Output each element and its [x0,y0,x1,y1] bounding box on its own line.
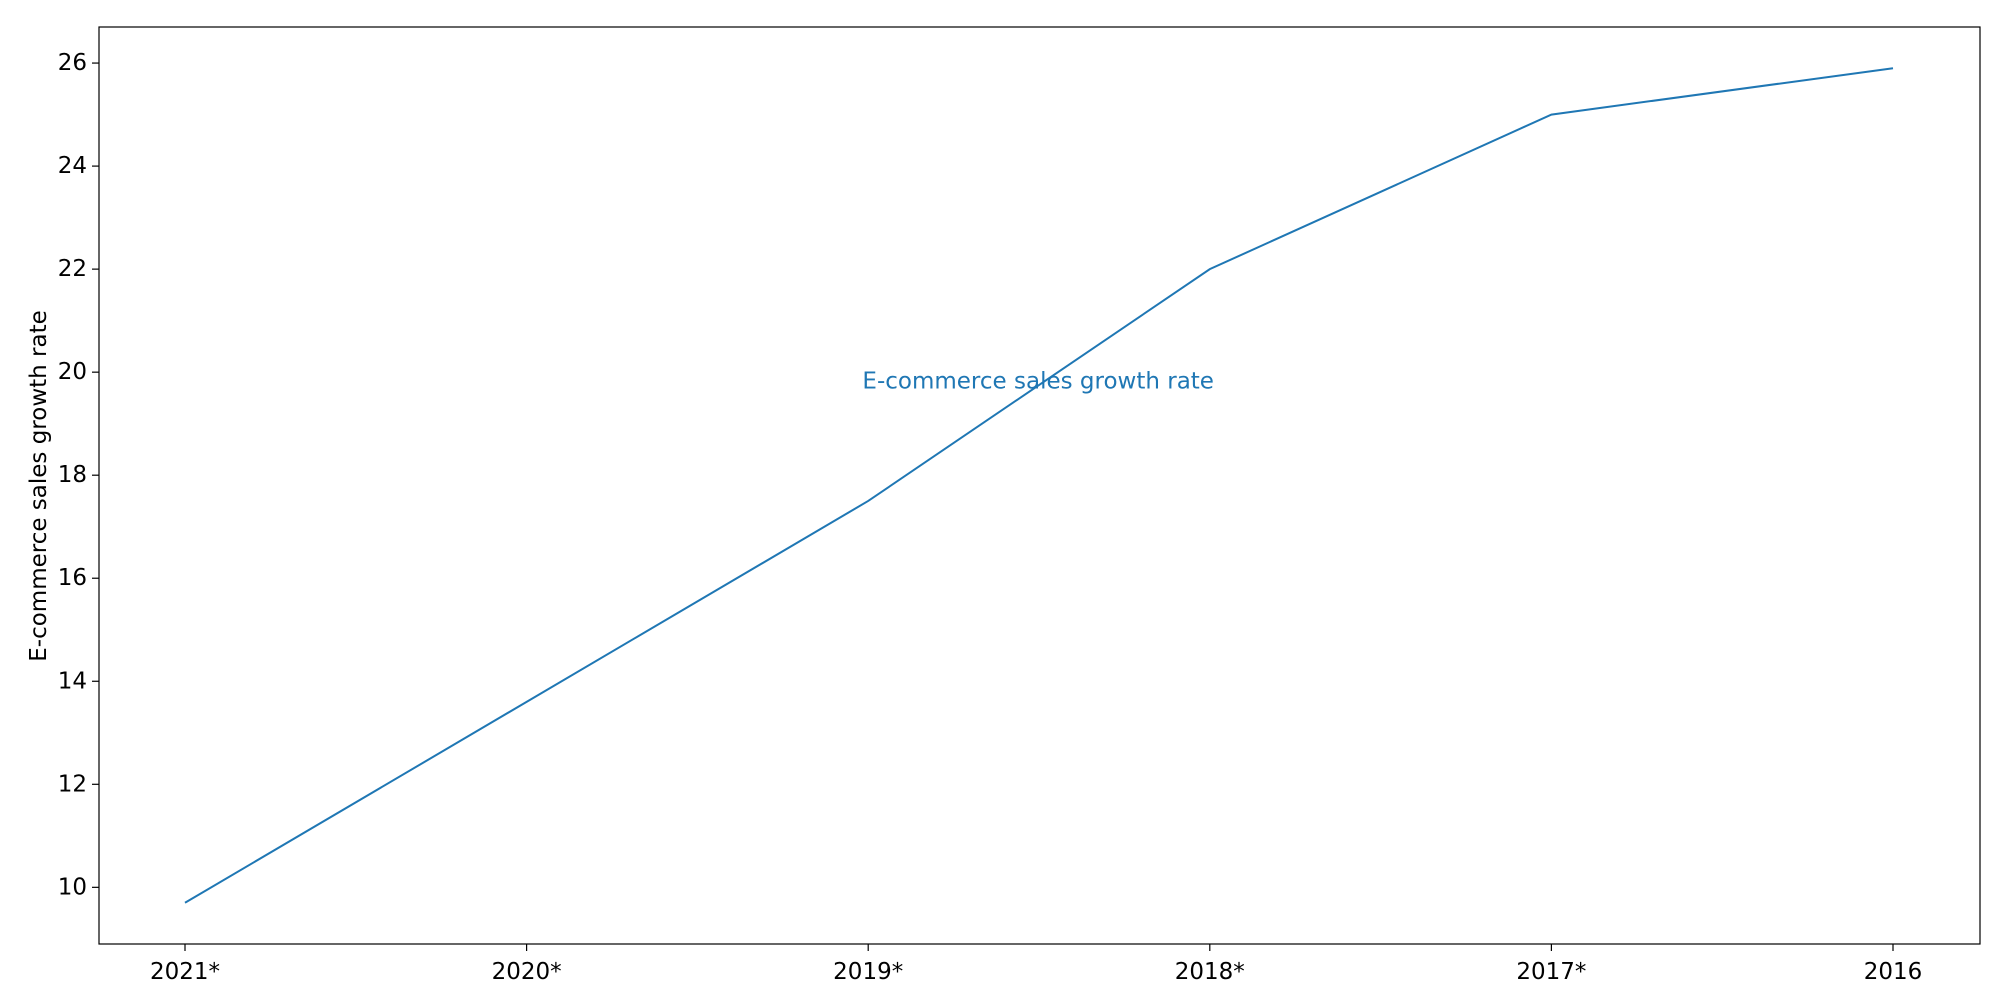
series-line [184,67,1894,904]
series-annotation: E-commerce sales growth rate [862,369,1214,395]
y-tick-label: 12 [58,771,87,797]
y-axis-label: E-commerce sales growth rate [26,310,52,662]
plot-area [98,26,1981,945]
x-tick-label: 2019* [833,959,903,985]
x-tick-label: 2018* [1175,959,1245,985]
x-tick-label: 2020* [492,959,562,985]
x-tick-label: 2016 [1864,959,1923,985]
y-tick-label: 26 [58,50,87,76]
y-axis-ticks: 10 12 14 16 18 20 22 24 26 [58,50,99,900]
y-tick-label: 10 [58,874,87,900]
x-tick-label: 2017* [1516,959,1586,985]
x-tick-label: 2021* [150,959,220,985]
y-tick-label: 20 [58,359,87,385]
y-tick-label: 24 [58,153,87,179]
x-axis-ticks: 2021* 2020* 2019* 2018* 2017* 2016 [150,944,1922,985]
y-tick-label: 14 [58,668,87,694]
y-tick-label: 16 [58,565,87,591]
y-tick-label: 22 [58,256,87,282]
y-tick-label: 18 [58,462,87,488]
